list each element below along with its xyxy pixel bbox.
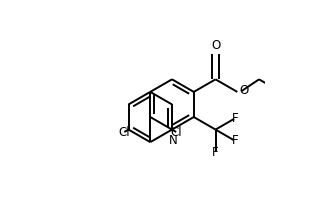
Text: O: O	[239, 84, 248, 97]
Text: F: F	[212, 146, 219, 159]
Text: Cl: Cl	[171, 126, 182, 139]
Text: Cl: Cl	[118, 126, 130, 139]
Text: N: N	[169, 133, 178, 147]
Text: F: F	[232, 112, 238, 125]
Text: F: F	[232, 134, 238, 147]
Text: O: O	[211, 39, 220, 52]
